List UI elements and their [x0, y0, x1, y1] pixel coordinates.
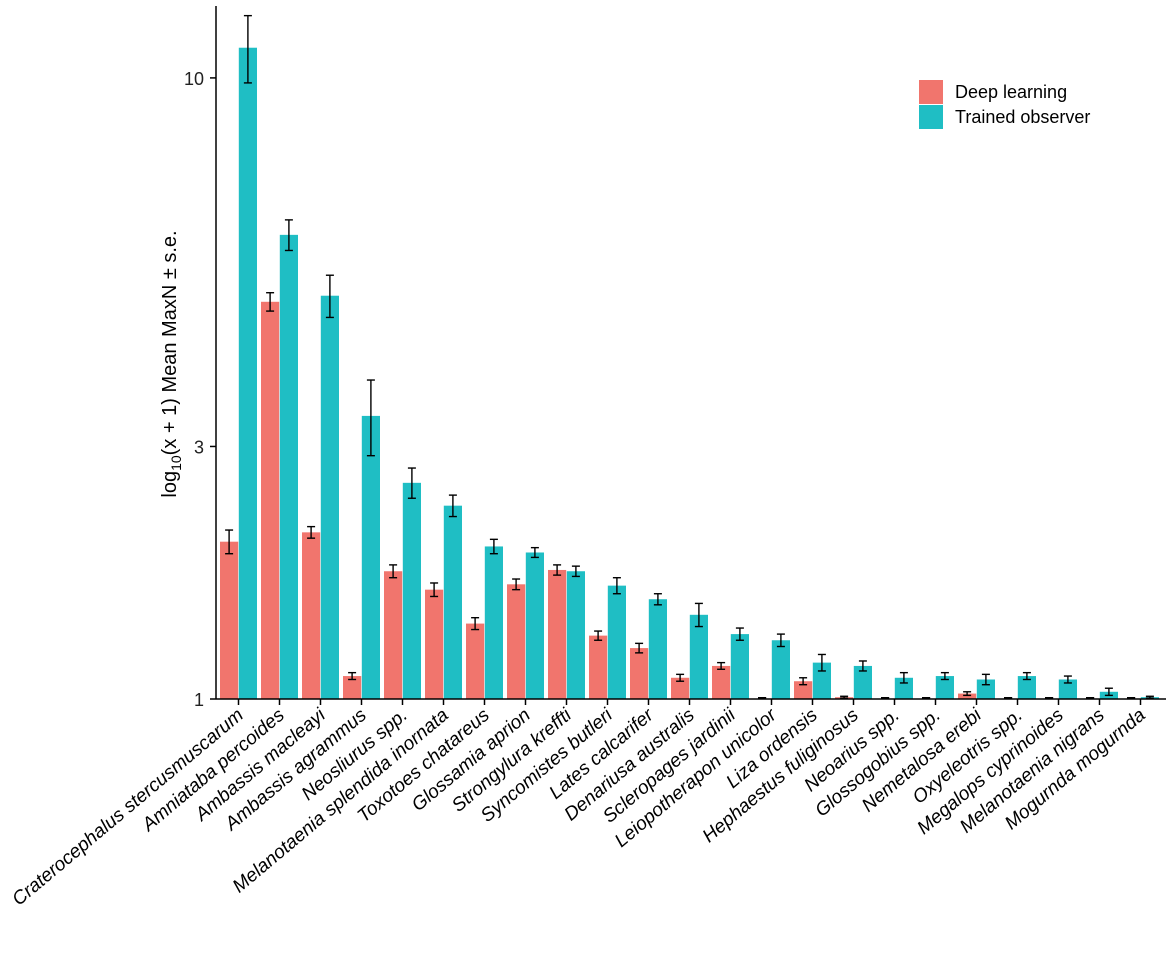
bar-trained-observer [730, 634, 749, 699]
bar-trained-observer [607, 585, 626, 699]
bar-deep-learning [466, 623, 485, 699]
y-axis-label-base: 10 [168, 455, 184, 471]
bar-trained-observer [320, 295, 339, 699]
bar-deep-learning [548, 569, 567, 699]
y-axis-label-rest: (x + 1) Mean MaxN ± s.e. [159, 230, 181, 455]
bar-trained-observer [402, 482, 421, 699]
bar-deep-learning [712, 665, 731, 699]
y-axis-label: log10(x + 1) Mean MaxN ± s.e. [159, 230, 184, 497]
y-tick-label: 1 [194, 690, 204, 710]
legend-label-deep-learning: Deep learning [955, 82, 1067, 102]
bar-trained-observer [771, 640, 790, 699]
bar-trained-observer [812, 662, 831, 699]
bar-trained-observer [976, 679, 995, 699]
legend: Deep learning Trained observer [919, 80, 1090, 129]
bar-deep-learning [261, 301, 280, 699]
bar-deep-learning [425, 589, 444, 699]
bar-trained-observer [443, 505, 462, 699]
bar-deep-learning [958, 693, 977, 699]
legend-swatch-trained-observer [919, 105, 943, 129]
bar-deep-learning [589, 635, 608, 699]
bar-trained-observer [238, 47, 257, 700]
bar-deep-learning [671, 677, 690, 699]
bar-trained-observer [894, 677, 913, 699]
bar-deep-learning [220, 541, 239, 699]
y-tick-label: 3 [194, 437, 204, 457]
bar-trained-observer [279, 234, 298, 699]
bar-trained-observer [853, 665, 872, 699]
plot-area [220, 14, 1159, 700]
legend-swatch-deep-learning [919, 80, 943, 104]
bar-trained-observer [1058, 679, 1077, 699]
y-tick-label: 10 [184, 69, 204, 89]
bar-deep-learning [630, 648, 649, 699]
y-axis-label-log: log [159, 471, 181, 498]
x-axis: Craterocephalus stercusmuscarumAmniataba… [9, 698, 1166, 910]
bar-deep-learning [343, 676, 362, 699]
bar-deep-learning [794, 681, 813, 699]
bar-deep-learning [384, 571, 403, 699]
legend-label-trained-observer: Trained observer [955, 107, 1090, 127]
bar-trained-observer [484, 546, 503, 699]
bar-trained-observer [648, 599, 667, 699]
bar-deep-learning [507, 584, 526, 699]
bar-trained-observer [1017, 676, 1036, 699]
bar-trained-observer [689, 614, 708, 699]
bar-trained-observer [361, 415, 380, 699]
bar-trained-observer [566, 571, 585, 699]
bar-trained-observer [935, 676, 954, 699]
bar-trained-observer [525, 552, 544, 699]
bar-deep-learning [302, 532, 321, 699]
y-axis: 1 3 10 [184, 6, 217, 710]
